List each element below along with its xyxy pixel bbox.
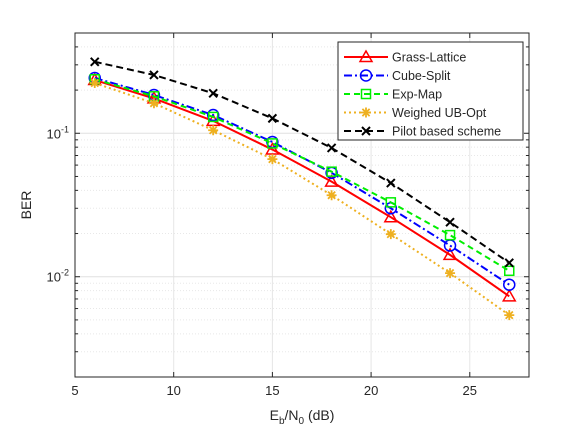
square-marker — [360, 88, 372, 100]
legend-item: Cube-Split — [344, 69, 451, 83]
series-weighed-ub-opt — [89, 78, 515, 321]
x-tick-label: 5 — [71, 383, 78, 398]
y-axis-label: BER — [18, 191, 34, 220]
square-marker — [207, 111, 219, 123]
series-layer — [87, 57, 517, 321]
y-tick-label: 10-2 — [47, 268, 69, 285]
square-marker — [267, 138, 278, 149]
legend-item: Weighed UB-Opt — [344, 106, 487, 120]
series-pilot-based-scheme — [90, 57, 514, 268]
x-marker — [149, 70, 159, 80]
square-marker — [326, 166, 337, 177]
asterisk-marker — [361, 107, 371, 118]
circle-marker — [503, 278, 516, 291]
legend-label: Cube-Split — [392, 69, 451, 83]
triangle-marker — [324, 174, 339, 187]
x-tick-label: 15 — [265, 383, 279, 398]
x-tick-label: 10 — [166, 383, 180, 398]
asterisk-marker — [267, 154, 278, 165]
y-tick-labels: 10-1 10-2 — [47, 124, 69, 284]
legend-box — [337, 41, 524, 141]
x-marker — [90, 57, 100, 67]
asterisk-marker — [504, 310, 515, 321]
circle-marker — [359, 69, 373, 82]
x-marker — [361, 126, 371, 136]
legend-item: Pilot based scheme — [344, 125, 501, 139]
legend-label: Pilot based scheme — [392, 125, 501, 139]
legend-item: Grass-Lattice — [344, 49, 466, 65]
circle-marker — [206, 108, 220, 122]
x-tick-label: 25 — [463, 383, 477, 398]
square-marker — [504, 265, 515, 277]
triangle-marker — [501, 288, 517, 302]
asterisk-marker — [445, 268, 456, 279]
x-marker — [326, 143, 337, 153]
triangle-marker — [265, 142, 280, 155]
x-marker — [208, 88, 218, 98]
plot-frame — [74, 32, 530, 378]
tick-layer — [74, 33, 529, 377]
square-marker — [385, 197, 397, 208]
triangle-marker — [383, 209, 399, 223]
x-axis-label: Eb/N0 (dB) — [270, 407, 335, 427]
legend-label: Weighed UB-Opt — [392, 106, 487, 120]
x-marker — [445, 217, 455, 227]
series-line-exp-map — [94, 78, 510, 272]
y-tick-label: 10-1 — [47, 124, 69, 141]
x-marker — [504, 258, 514, 268]
legend-label: Exp-Map — [392, 88, 442, 102]
x-marker — [267, 113, 278, 124]
asterisk-marker — [148, 98, 159, 109]
legend: Grass-Lattice Cube-Split Exp-Map Weighed UB… — [337, 41, 524, 141]
asterisk-marker — [89, 78, 100, 89]
triangle-marker — [442, 247, 458, 261]
asterisk-marker — [326, 190, 337, 201]
x-marker — [386, 178, 396, 188]
legend-item: Exp-Map — [344, 88, 442, 102]
legend-items: Grass-Lattice Cube-Split Exp-Map Weighed UB… — [344, 49, 501, 139]
asterisk-marker — [208, 125, 219, 136]
square-marker — [444, 229, 456, 241]
asterisk-marker — [385, 229, 396, 240]
series-line-grass-lattice — [94, 79, 510, 298]
x-tick-label: 20 — [364, 383, 378, 398]
x-tick-labels: 5 10 15 20 25 — [71, 383, 477, 398]
series-line-pilot-based-scheme — [94, 60, 510, 264]
triangle-marker — [358, 49, 374, 63]
legend-label: Grass-Lattice — [392, 51, 466, 65]
